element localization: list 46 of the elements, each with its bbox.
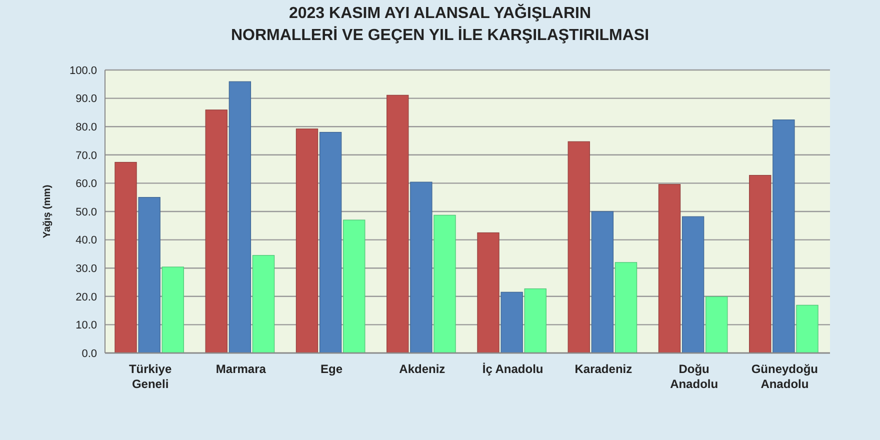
bar bbox=[796, 304, 818, 354]
bar bbox=[568, 141, 590, 354]
y-tick-label: 0.0 bbox=[82, 348, 97, 360]
bar bbox=[205, 110, 228, 354]
y-tick-label: 50.0 bbox=[76, 206, 97, 218]
y-tick-label: 70.0 bbox=[76, 150, 97, 162]
x-tick-label: İç Anadolu bbox=[482, 362, 544, 376]
y-tick-label: 90.0 bbox=[76, 93, 97, 106]
bar bbox=[138, 197, 160, 354]
bar bbox=[772, 120, 795, 354]
x-tick-label: Türkiye Geneli bbox=[128, 362, 172, 391]
x-tick-label: Akdeniz bbox=[399, 362, 446, 376]
bar bbox=[614, 262, 638, 354]
bar bbox=[500, 292, 523, 354]
bar bbox=[386, 94, 409, 354]
bar bbox=[682, 216, 704, 354]
y-tick-label: 80.0 bbox=[76, 121, 97, 134]
bar bbox=[410, 182, 432, 354]
bar bbox=[477, 232, 500, 354]
bar bbox=[252, 255, 275, 354]
chart-title: 2023 KASIM AYI ALANSAL YAĞIŞLARIN bbox=[288, 3, 592, 22]
bar bbox=[162, 266, 184, 354]
x-tick-label: Marmara bbox=[216, 362, 266, 376]
bar bbox=[343, 220, 366, 354]
bar bbox=[524, 288, 546, 354]
y-tick-label: 60.0 bbox=[76, 178, 97, 190]
bar bbox=[591, 211, 614, 354]
bar bbox=[296, 128, 318, 354]
y-axis-title: Yağış (mm) bbox=[42, 184, 53, 238]
y-tick-label: 30.0 bbox=[76, 262, 97, 275]
chart-subtitle: NORMALLERİ VE GEÇEN YIL İLE KARŞILAŞTIRILMASI bbox=[230, 26, 650, 44]
bar bbox=[658, 184, 681, 354]
bar bbox=[706, 296, 728, 354]
bar bbox=[319, 132, 342, 354]
y-tick-label: 100.0 bbox=[69, 64, 97, 77]
x-tick-label: Karadeniz bbox=[574, 362, 632, 376]
x-tick-label: Güneydoğu Anadolu bbox=[751, 362, 818, 391]
bar bbox=[749, 174, 772, 354]
bar bbox=[228, 81, 252, 354]
x-tick-label: Ege bbox=[320, 362, 343, 376]
bar bbox=[114, 162, 137, 354]
bar bbox=[434, 214, 456, 354]
y-tick-label: 20.0 bbox=[76, 291, 97, 304]
y-tick-label: 10.0 bbox=[76, 320, 97, 332]
x-tick-label: Doğu Anadolu bbox=[670, 362, 718, 391]
y-tick-label: 40.0 bbox=[76, 234, 97, 247]
